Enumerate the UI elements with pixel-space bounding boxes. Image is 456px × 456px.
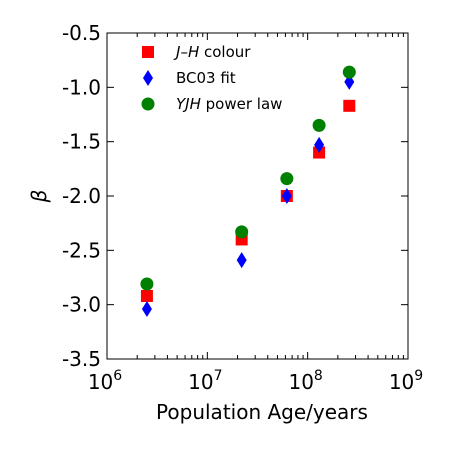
- square-marker: [343, 99, 356, 112]
- legend-circle-marker: [141, 97, 155, 111]
- x-tick-label: 109: [389, 368, 423, 394]
- legend: J–H colour BC03 fit YJH power law: [141, 43, 282, 113]
- y-tick-label: -1.0: [62, 75, 101, 99]
- legend-label: BC03 fit: [176, 69, 236, 87]
- legend-label: J–H colour: [173, 43, 251, 61]
- y-tick-label: -3.5: [62, 347, 101, 371]
- diamond-marker: [314, 136, 325, 153]
- circle-marker: [280, 172, 294, 186]
- tick-labels: -3.5 -3.0 -2.5 -2.0 -1.5 -1.0 -0.5 106 107 108 109: [62, 21, 423, 394]
- x-axis-label: Population Age/years: [156, 400, 368, 424]
- data-markers: [140, 65, 356, 318]
- y-tick-label: -1.5: [62, 130, 101, 154]
- diamond-marker: [236, 252, 247, 269]
- circle-marker: [342, 65, 356, 79]
- diamond-marker: [141, 301, 152, 318]
- x-tick-label: 108: [288, 368, 322, 394]
- legend-label: YJH power law: [176, 95, 282, 113]
- legend-square-marker: [142, 46, 154, 58]
- circle-marker: [235, 225, 249, 239]
- square-marker: [140, 289, 153, 302]
- circle-marker: [140, 277, 154, 291]
- diamond-marker: [281, 188, 292, 204]
- plot-frame: [106, 32, 409, 360]
- y-tick-label: -2.0: [62, 184, 101, 208]
- x-tick-label: 107: [188, 368, 222, 394]
- legend-diamond-marker: [143, 70, 153, 86]
- y-tick-label: -3.0: [62, 293, 101, 317]
- y-axis-label: β: [27, 189, 51, 203]
- axis-ticks: [106, 32, 409, 360]
- y-tick-label: -0.5: [62, 21, 101, 45]
- circle-marker: [312, 118, 326, 132]
- x-tick-label: 106: [88, 368, 122, 394]
- y-tick-label: -2.5: [62, 238, 101, 262]
